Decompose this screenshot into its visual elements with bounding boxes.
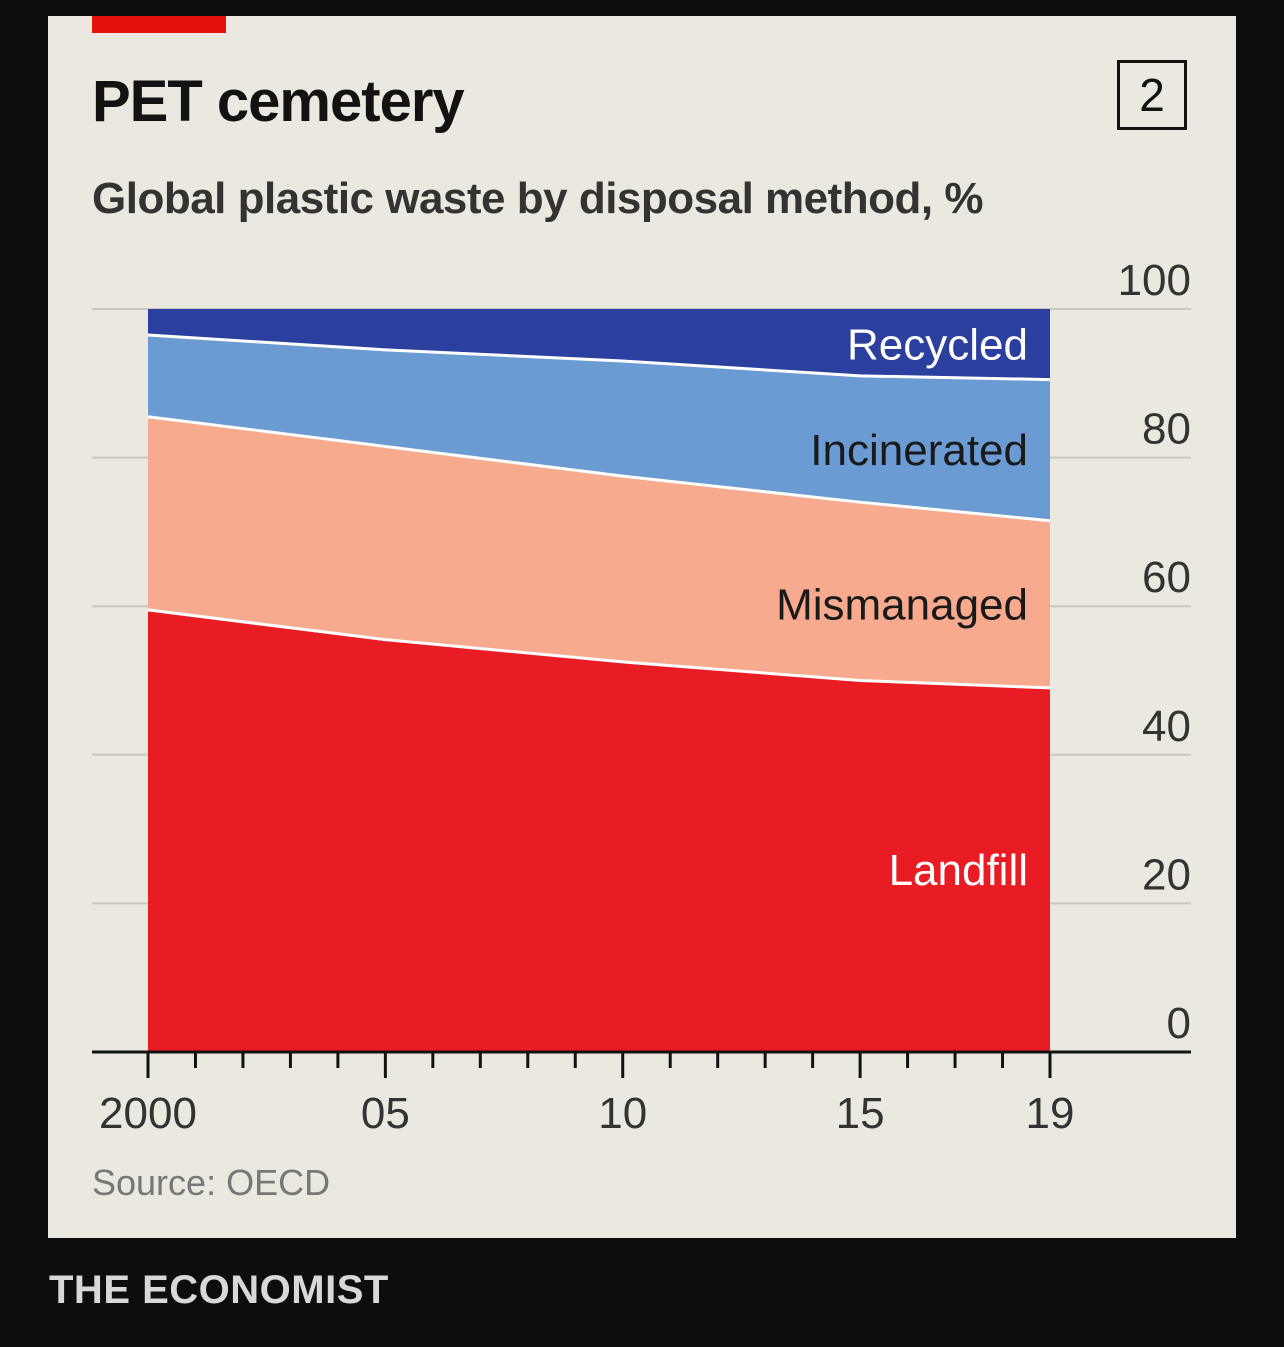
x-tick-label-2019: 19: [1026, 1089, 1075, 1138]
chart-subtitle: Global plastic waste by disposal method,…: [92, 174, 984, 223]
stacked-area-chart: Landfill Mismanaged Incinerated Recycled 20…: [92, 256, 1191, 1138]
x-tick-label-2010: 10: [598, 1089, 647, 1138]
x-tick-label-2005: 05: [361, 1089, 410, 1138]
y-tick-label-60: 60: [1142, 553, 1191, 602]
landfill-boundary-line: [147, 608, 1051, 690]
mismanaged-label: Mismanaged: [776, 580, 1028, 629]
landfill-label: Landfill: [889, 846, 1028, 895]
y-tick-label-80: 80: [1142, 405, 1191, 454]
landfill-area: [148, 609, 1050, 1052]
y-tick-label-20: 20: [1142, 850, 1191, 899]
x-tick-label-2000: 2000: [99, 1089, 197, 1138]
y-axis-tick-labels: 0 20 40 60 80 100: [1118, 256, 1191, 1048]
mismanaged-area: [148, 416, 1050, 688]
recycled-area: [148, 309, 1050, 380]
series-labels: Landfill Mismanaged Incinerated Recycled: [776, 320, 1028, 895]
area-series: [148, 309, 1050, 1052]
publisher-footer: THE ECONOMIST: [49, 1268, 389, 1312]
y-tick-label-100: 100: [1118, 256, 1191, 305]
y-tick-label-40: 40: [1142, 702, 1191, 751]
source-note: Source: OECD: [92, 1162, 331, 1203]
chart-title: PET cemetery: [92, 69, 465, 134]
incinerated-label: Incinerated: [810, 426, 1028, 475]
mismanaged-boundary-line: [147, 415, 1051, 523]
y-tick-label-0: 0: [1167, 999, 1191, 1048]
x-axis: 2000 05 10 15 19: [92, 1050, 1191, 1138]
series-boundaries: [147, 333, 1051, 690]
brand-red-tab: [92, 16, 226, 33]
recycled-label: Recycled: [847, 320, 1028, 369]
incinerated-boundary-line: [147, 333, 1051, 382]
chart-number-badge: 2: [1117, 60, 1187, 130]
chart-panel: PET cemetery 2 Global plastic waste by d…: [48, 16, 1236, 1238]
incinerated-area: [148, 335, 1050, 521]
x-tick-label-2015: 15: [836, 1089, 885, 1138]
